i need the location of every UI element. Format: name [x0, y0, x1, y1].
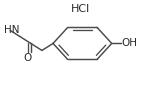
Text: HN: HN — [4, 25, 19, 35]
Text: HCl: HCl — [71, 4, 90, 14]
Text: OH: OH — [122, 38, 138, 48]
Text: O: O — [23, 53, 32, 63]
